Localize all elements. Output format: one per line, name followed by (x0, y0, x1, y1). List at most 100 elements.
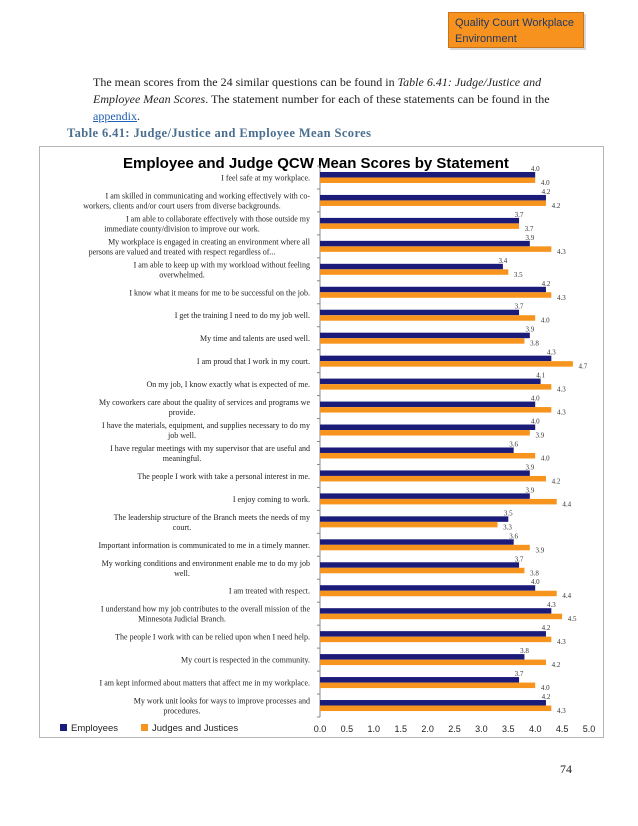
x-tick-label: 3.5 (502, 724, 515, 734)
intro-text-part1: The mean scores from the 24 similar ques… (93, 75, 398, 89)
judges-bar (320, 269, 509, 275)
employees-value-label: 3.9 (525, 463, 534, 471)
x-tick-label: 2.5 (448, 724, 461, 734)
employees-bar (320, 240, 530, 247)
employees-value-label: 4.2 (542, 280, 551, 288)
judges-bar (320, 200, 546, 206)
judges-bar (320, 567, 525, 574)
employees-value-label: 4.0 (531, 418, 540, 426)
judges-value-label: 4.7 (578, 363, 587, 371)
intro-table-reference: Table 6.41: Judge/Justice and Employee M… (93, 75, 542, 106)
judges-value-label: 4.0 (541, 317, 550, 325)
judges-value-label: 4.0 (541, 454, 550, 462)
judges-bar (320, 498, 557, 505)
judges-value-label: 3.3 (503, 523, 512, 531)
intro-text-part3: . (137, 109, 140, 123)
category-label: The people I work with can be relied upo… (115, 633, 310, 642)
employees-value-label: 4.1 (536, 372, 545, 380)
category-label-continued: provide. (169, 408, 195, 417)
category-label-continued: Minnesota Judicial Branch. (138, 615, 226, 624)
category-label-continued: meaningful. (163, 454, 201, 463)
judges-bar (320, 315, 536, 321)
employees-bar (320, 493, 530, 499)
legend-swatch-judges (141, 724, 148, 731)
employees-value-label: 4.3 (547, 349, 556, 357)
category-label: I am able to collaborate effectively wit… (126, 214, 310, 223)
employees-value-label: 4.3 (547, 601, 556, 609)
x-tick-label: 1.0 (368, 724, 381, 734)
legend-swatch-employees (60, 724, 67, 731)
judges-bar (320, 384, 552, 390)
employees-bar (320, 608, 552, 614)
category-label: I am treated with respect. (229, 587, 310, 596)
employees-value-label: 3.4 (499, 257, 508, 265)
judges-value-label: 3.8 (530, 340, 539, 348)
category-label-continued: job well. (167, 431, 196, 440)
employees-bar (320, 654, 525, 660)
employees-value-label: 3.7 (515, 303, 524, 311)
category-label: My work unit looks for ways to improve p… (134, 697, 310, 706)
category-label: I understand how my job contributes to t… (101, 605, 311, 614)
judges-value-label: 4.3 (557, 638, 566, 646)
category-label-continued: persons are valued and treated with resp… (89, 247, 276, 256)
employees-bar (320, 401, 536, 408)
category-label: I have regular meetings with my supervis… (110, 444, 310, 453)
category-label: My working conditions and environment en… (102, 559, 310, 568)
category-label: I am able to keep up with my workload wi… (134, 260, 310, 269)
judges-value-label: 4.2 (552, 477, 561, 485)
employees-bar (320, 447, 514, 453)
employees-bar (320, 539, 514, 545)
category-label-continued: well. (174, 569, 190, 578)
employees-bar (320, 263, 503, 270)
judges-value-label: 4.3 (557, 248, 566, 256)
employees-value-label: 4.2 (542, 693, 551, 701)
category-label: On my job, I know exactly what is expect… (146, 380, 310, 389)
x-tick-label: 0.0 (314, 724, 327, 734)
category-label-continued: overwhelmed. (159, 270, 205, 279)
judges-value-label: 3.7 (525, 225, 534, 233)
x-tick-label: 3.0 (475, 724, 488, 734)
employees-bar (320, 516, 509, 522)
judges-bar (320, 177, 536, 183)
section-header-label: Quality Court Workplace Environment (455, 17, 575, 45)
judges-value-label: 3.5 (514, 271, 523, 279)
section-header-badge: Quality Court Workplace Environment (448, 12, 584, 48)
judges-value-label: 4.0 (541, 684, 550, 692)
judges-value-label: 4.2 (552, 661, 561, 669)
judges-bar (320, 407, 552, 413)
category-label: My time and talents are used well. (200, 334, 310, 343)
judges-bar (320, 430, 530, 436)
judges-value-label: 4.5 (568, 615, 577, 623)
employees-value-label: 3.5 (504, 509, 513, 517)
category-label: I am proud that I work in my court. (197, 357, 310, 366)
employees-value-label: 4.0 (531, 165, 540, 173)
employees-value-label: 4.2 (542, 624, 551, 632)
employees-bar (320, 470, 530, 476)
judges-bar (320, 475, 546, 482)
employees-bar (320, 217, 520, 224)
employees-bar (320, 286, 546, 293)
x-tick-label: 1.5 (394, 724, 407, 734)
category-label: My court is respected in the community. (181, 656, 310, 665)
judges-value-label: 4.3 (557, 386, 566, 394)
category-label-continued: workers, clients and/or court users from… (83, 201, 281, 210)
judges-bar (320, 613, 563, 620)
category-label: I am skilled in communicating and workin… (106, 191, 311, 200)
category-label: I feel safe at my workplace. (221, 173, 310, 182)
employees-value-label: 3.7 (515, 211, 524, 219)
employees-value-label: 4.0 (531, 578, 540, 586)
employees-value-label: 3.6 (509, 532, 518, 540)
legend-label-employees: Employees (71, 723, 118, 734)
judges-value-label: 4.4 (562, 592, 571, 600)
category-label: I know what it means for me to be succes… (129, 288, 310, 297)
table-caption: Table 6.41: Judge/Justice and Employee M… (67, 126, 372, 140)
employees-value-label: 3.7 (515, 670, 524, 678)
judges-value-label: 4.3 (557, 707, 566, 715)
category-label: I am kept informed about matters that af… (100, 679, 310, 688)
category-label: The leadership structure of the Branch m… (114, 513, 310, 522)
employees-bar (320, 355, 552, 362)
judges-value-label: 4.3 (557, 294, 566, 302)
appendix-link[interactable]: appendix (93, 109, 137, 123)
judges-bar (320, 590, 557, 597)
